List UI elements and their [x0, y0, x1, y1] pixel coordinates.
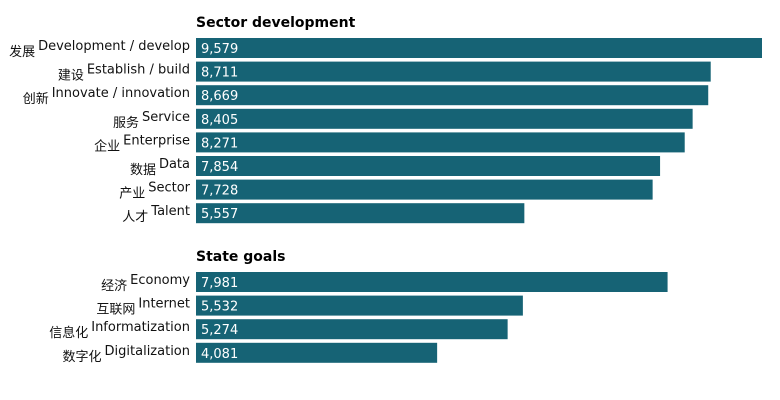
category-label-en: Economy — [130, 273, 190, 288]
bar-value-label: 5,532 — [201, 300, 238, 315]
category-label-en: Internet — [138, 297, 190, 312]
category-label-en: Enterprise — [123, 133, 190, 148]
category-label-en: Establish / build — [87, 63, 190, 78]
category-label-en: Informatization — [91, 320, 190, 335]
bar-value-label: 5,274 — [201, 323, 238, 338]
category-label-zh: 人才 — [122, 210, 148, 225]
bar-value-label: 7,981 — [201, 276, 238, 291]
bar-value-label: 9,579 — [201, 42, 238, 57]
bar-value-label: 7,854 — [201, 160, 238, 175]
bar-value-label: 8,271 — [201, 136, 238, 151]
category-label-zh: 经济 — [101, 279, 127, 294]
bar-value-label: 4,081 — [201, 347, 238, 362]
bar-value-label: 7,728 — [201, 184, 238, 199]
bar — [196, 85, 709, 106]
category-label-zh: 数据 — [130, 163, 156, 178]
category-label-zh: 互联网 — [96, 303, 135, 318]
category-label-en: Development / develop — [38, 39, 190, 54]
bar — [196, 203, 525, 224]
group-title: State goals — [196, 249, 286, 265]
category-label-zh: 服务 — [113, 115, 139, 131]
category-label-zh: 发展 — [9, 44, 35, 60]
category-label-zh: 信息化 — [49, 325, 88, 341]
category-label-en: Digitalization — [105, 344, 190, 359]
category-label-en: Talent — [150, 204, 190, 219]
bar — [196, 319, 508, 340]
bar — [196, 342, 438, 363]
category-label-en: Service — [142, 110, 190, 125]
bar — [196, 38, 762, 58]
category-label-zh: 企业 — [94, 138, 120, 154]
bar — [196, 61, 711, 82]
bar-value-label: 5,557 — [201, 207, 238, 222]
category-label-zh: 创新 — [23, 91, 49, 107]
category-label-en: Innovate / innovation — [52, 86, 190, 101]
category-label-zh: 产业 — [119, 187, 145, 202]
bar-value-label: 8,711 — [201, 66, 238, 81]
category-label-zh: 数字化 — [63, 350, 102, 365]
bar — [196, 272, 668, 292]
bar — [196, 156, 661, 176]
bar — [196, 132, 685, 153]
category-label-en: Sector — [148, 181, 190, 196]
category-label-en: Data — [159, 157, 190, 172]
bar-value-label: 8,405 — [201, 113, 238, 128]
category-label-zh: 建设 — [58, 69, 84, 84]
bar-value-label: 8,669 — [201, 89, 238, 104]
bar — [196, 295, 523, 316]
bar — [196, 179, 653, 200]
group-title: Sector development — [196, 15, 356, 31]
bar — [196, 108, 693, 129]
